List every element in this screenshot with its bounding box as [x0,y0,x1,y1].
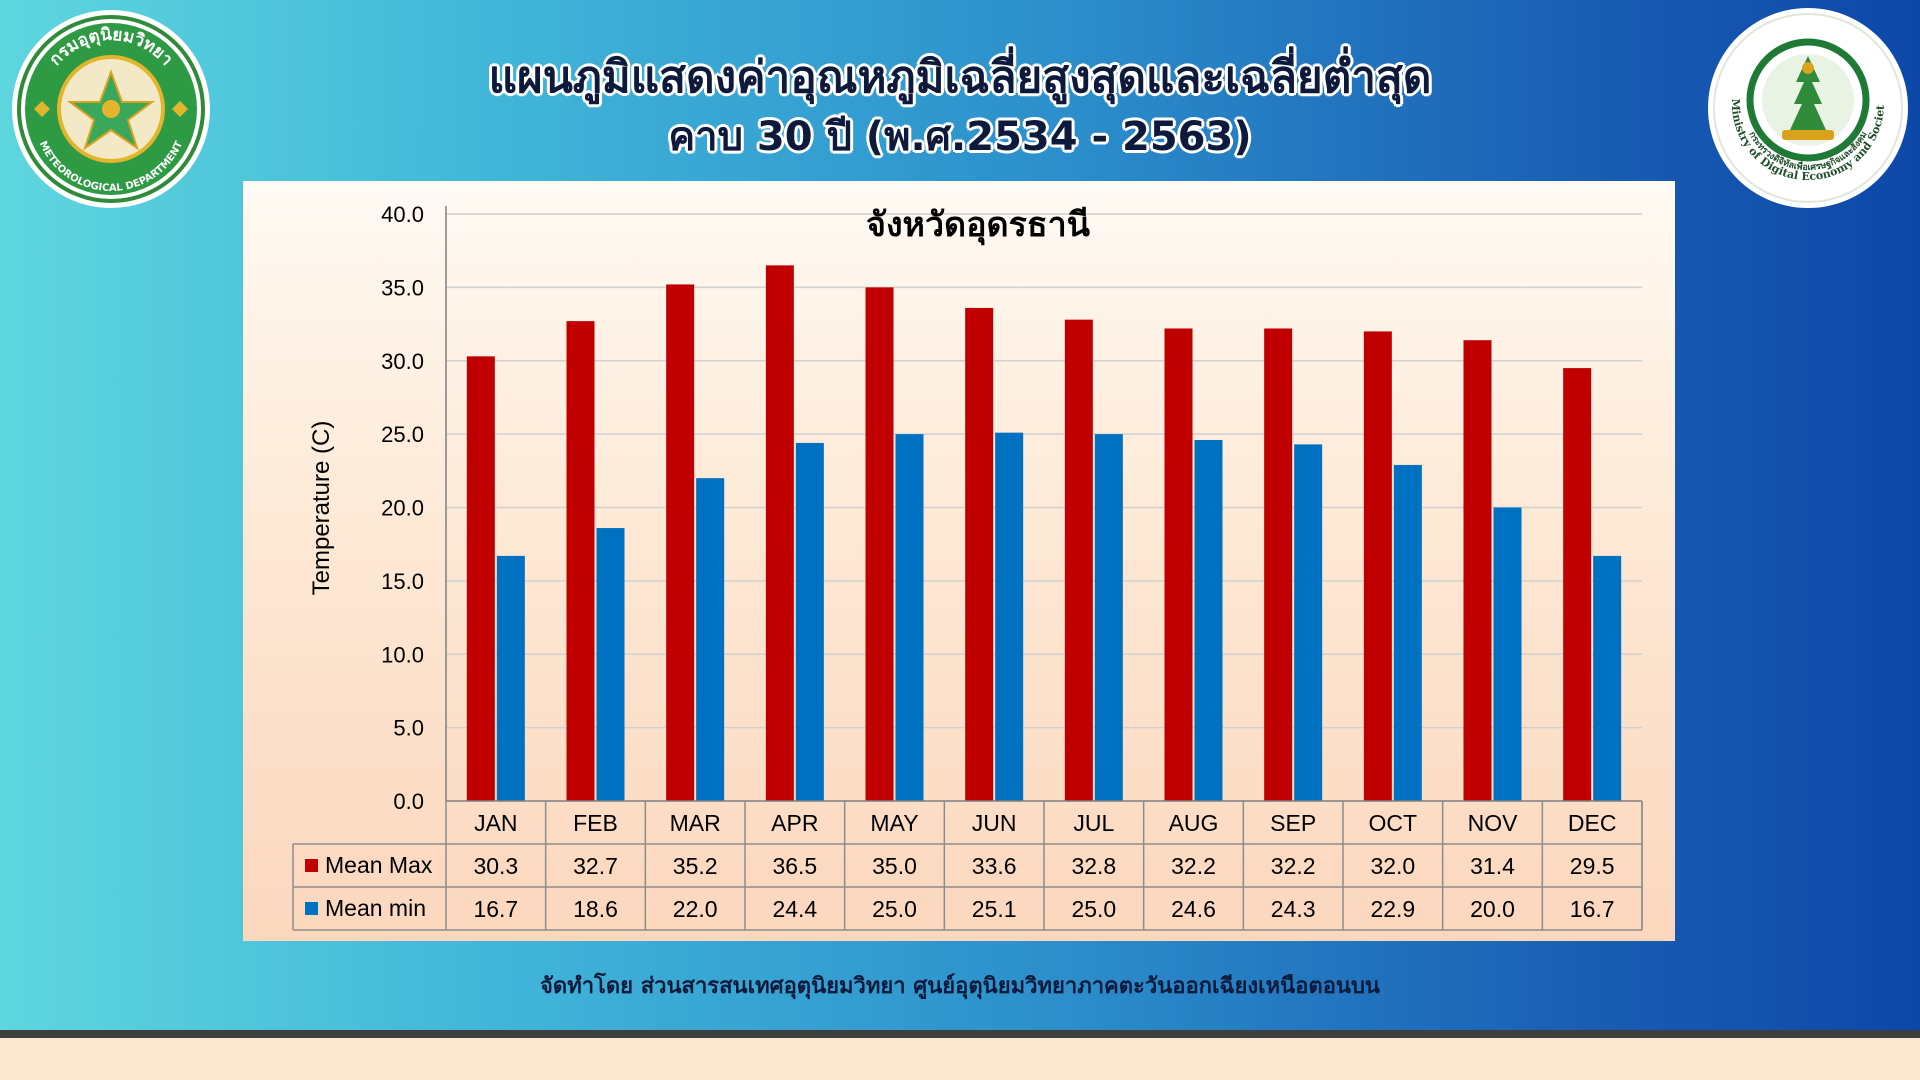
legend-label: Mean Max [325,852,433,878]
meteorological-department-logo: กรมอุตุนิยมวิทยา METEOROLOGICAL DEPARTME… [12,10,210,208]
bar-mean-min [1393,464,1422,801]
bar-mean-max [1463,340,1492,801]
bar-mean-min [1094,434,1123,801]
data-table-value: 32.7 [573,853,618,879]
bar-mean-max [566,321,595,801]
data-table-value: 25.0 [1071,896,1116,922]
x-tick-label: MAR [670,810,721,836]
x-tick-label: AUG [1169,810,1219,836]
x-tick-label: OCT [1369,810,1418,836]
data-table-value: 24.4 [772,896,817,922]
bar-mean-min [496,555,525,801]
ministry-digital-economy-seal-icon: กระทรวงดิจิทัลเพื่อเศรษฐกิจและสังคม Mini… [1704,0,1903,203]
x-tick-label: JUL [1073,810,1114,836]
data-table-value: 36.5 [772,853,817,879]
x-tick-label: APR [771,810,818,836]
data-table-value: 31.4 [1470,853,1515,879]
x-tick-label: SEP [1270,810,1316,836]
x-tick-label: MAY [870,810,918,836]
bar-mean-max [1363,331,1392,801]
y-tick-label: 20.0 [381,496,424,521]
bar-mean-max [1064,319,1093,801]
data-table-value: 20.0 [1470,896,1515,922]
bar-mean-min [1294,444,1323,801]
chart-gridlines [446,213,1642,729]
bar-mean-max [466,356,495,801]
y-tick-label: 35.0 [381,275,424,300]
meteorological-department-seal-icon: กรมอุตุนิยมวิทยา METEOROLOGICAL DEPARTME… [17,15,205,203]
data-table-value: 22.0 [673,896,718,922]
data-table-value: 35.2 [673,853,718,879]
data-table-value: 24.3 [1271,896,1316,922]
bar-mean-max [1164,328,1193,801]
bar-mean-min [895,434,924,801]
bar-mean-max [965,307,994,801]
y-tick-label: 25.0 [381,422,424,447]
x-tick-label: JUN [972,810,1017,836]
bar-mean-min [795,442,824,801]
data-table-value: 33.6 [972,853,1017,879]
y-tick-label: 0.0 [393,789,424,814]
x-tick-label: DEC [1568,810,1617,836]
x-tick-label: FEB [573,810,618,836]
bottom-band [0,1038,1920,1080]
bar-mean-min [596,528,625,801]
bar-mean-max [1563,368,1592,801]
chart-title: จังหวัดอุดรธานี [866,205,1090,246]
bottom-divider [0,1030,1920,1038]
data-table-value: 35.0 [872,853,917,879]
ministry-digital-economy-logo: กระทรวงดิจิทัลเพื่อเศรษฐกิจและสังคม Mini… [1704,0,1908,208]
y-tick-label: 10.0 [381,642,424,667]
chart-panel: 0.0 5.0 10.0 15.0 20.0 25.0 30.0 35.0 40.0 JAN FE… [243,181,1675,941]
bar-mean-min [1593,555,1622,801]
data-table-value: 32.2 [1171,853,1216,879]
data-table-value: 32.8 [1071,853,1116,879]
data-table-value: 29.5 [1570,853,1615,879]
y-tick-label: 15.0 [381,569,424,594]
bar-mean-min [995,432,1024,801]
y-tick-label: 40.0 [381,202,424,227]
bar-mean-min [696,478,725,801]
data-table-value: 16.7 [1570,896,1615,922]
legend-label: Mean min [325,895,426,921]
data-table-value: 32.2 [1271,853,1316,879]
bar-mean-max [1264,328,1293,801]
bar-mean-min [1493,507,1522,801]
y-tick-label: 5.0 [393,716,424,741]
page-title: แผนภูมิแสดงค่าอุณหภูมิเฉลี่ยสูงสุดและเฉล… [488,52,1432,103]
x-tick-label: NOV [1468,810,1519,836]
data-table-value: 25.1 [972,896,1017,922]
chart-data-table: JAN FEB MAR APR MAY JUN JUL AUG SEP OCT NOV DEC Mean… [292,801,1643,931]
temperature-bar-chart: 0.0 5.0 10.0 15.0 20.0 25.0 30.0 35.0 40.0 JAN FE… [292,202,1643,931]
bar-mean-max [666,284,695,801]
bar-mean-max [865,287,894,801]
bar-mean-max [765,265,794,801]
data-table-value: 25.0 [872,896,917,922]
data-table-value: 16.7 [473,896,518,922]
footer-credit: จัดทำโดย ส่วนสารสนเทศอุตุนิยมวิทยา ศูนย์… [540,974,1380,999]
data-table-value: 18.6 [573,896,618,922]
chart-bars [466,265,1622,801]
x-tick-label: JAN [474,810,517,836]
data-table-value: 32.0 [1370,853,1415,879]
data-table-value: 22.9 [1370,896,1415,922]
legend-key [305,902,318,915]
legend-key [305,859,318,872]
data-table-value: 30.3 [473,853,518,879]
data-table-value: 24.6 [1171,896,1216,922]
page-subtitle: คาบ 30 ปี (พ.ศ.2534 - 2563) [668,114,1252,160]
y-tick-label: 30.0 [381,349,424,374]
y-axis-label: Temperature (C) [308,421,335,596]
bar-mean-min [1194,439,1223,801]
